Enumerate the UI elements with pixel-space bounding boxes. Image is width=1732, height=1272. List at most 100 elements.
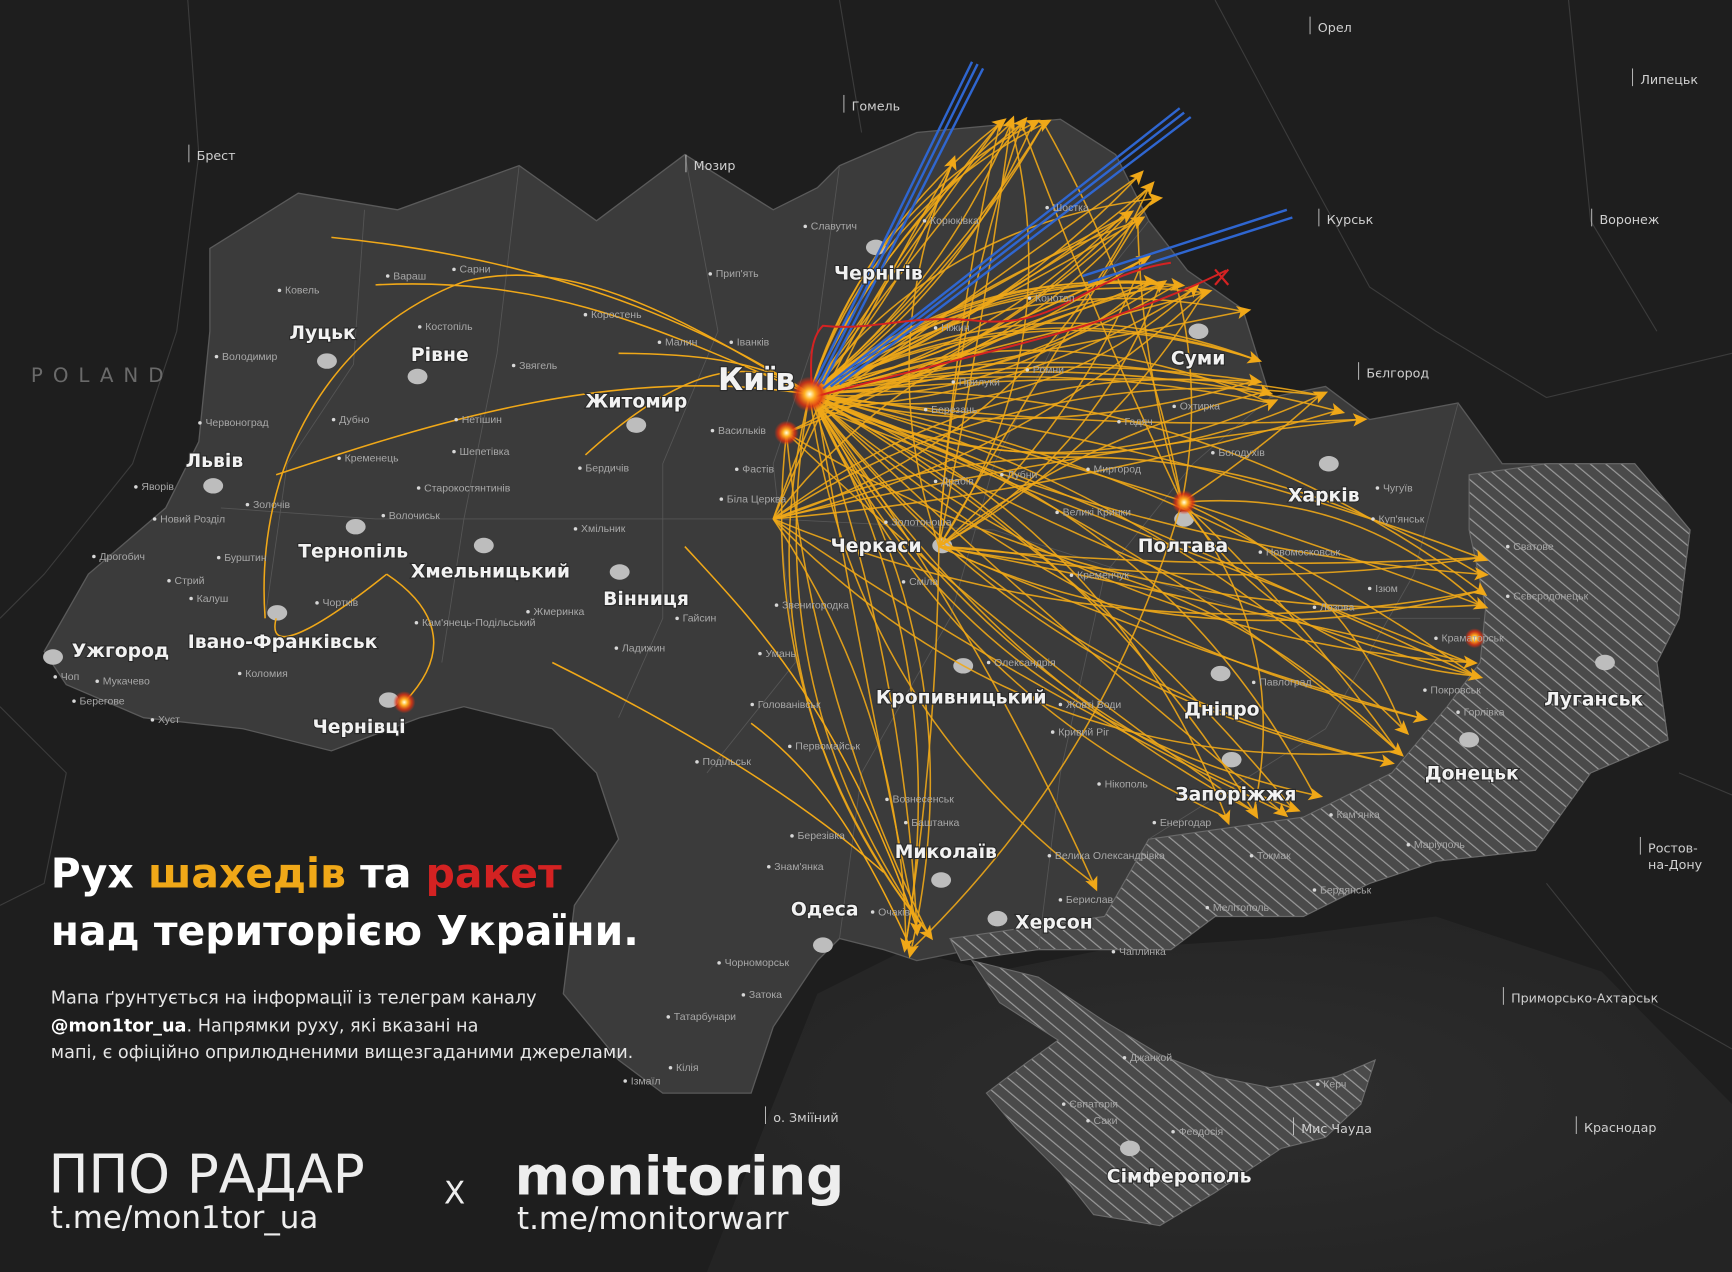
town-label: Голованівськ bbox=[758, 700, 821, 711]
shahed-route-line bbox=[773, 418, 1359, 520]
town-dot-icon bbox=[245, 502, 250, 507]
shahed-route-line bbox=[816, 408, 918, 928]
city-area-shape bbox=[407, 368, 428, 385]
town-label: Ромни bbox=[1033, 365, 1064, 376]
city-label: Чернівці bbox=[313, 717, 406, 738]
shahed-route-line bbox=[684, 546, 918, 928]
town-dot-icon bbox=[277, 288, 282, 293]
town-dot-icon bbox=[933, 326, 938, 330]
city-area-shape bbox=[1210, 665, 1231, 682]
town-dot-icon bbox=[717, 961, 721, 965]
triangle-arrowhead-icon bbox=[1284, 800, 1301, 813]
town-dot-icon bbox=[1000, 473, 1004, 477]
footer-brands: ППО РАДАР t.me/mon1tor_ua X monitoring t… bbox=[49, 1144, 844, 1237]
town-dot-icon bbox=[1047, 853, 1052, 858]
town-dot-icon bbox=[1456, 710, 1460, 714]
town-dot-icon bbox=[452, 449, 456, 454]
city-area-shape bbox=[609, 564, 630, 580]
link-mon1tor-ua[interactable]: t.me/mon1tor_ua bbox=[51, 1200, 319, 1236]
town-label: Конотоп bbox=[1035, 293, 1075, 304]
foreign-city-label: Воронеж bbox=[1599, 212, 1659, 227]
triangle-arrowhead-icon bbox=[1474, 567, 1489, 581]
town-dot-icon bbox=[381, 513, 386, 518]
town-dot-icon bbox=[150, 718, 155, 722]
town-dot-icon bbox=[788, 744, 792, 749]
city-label: Сімферополь bbox=[1107, 1167, 1252, 1188]
missile-route-line bbox=[810, 261, 1172, 396]
explosion-icon bbox=[393, 691, 416, 714]
triangle-arrowhead-icon bbox=[919, 924, 933, 941]
foreign-city-label: Брест bbox=[197, 148, 237, 163]
explosion-icon bbox=[791, 376, 828, 412]
shahed-route-line bbox=[938, 292, 1205, 548]
town-label: Євпаторія bbox=[1069, 1099, 1118, 1110]
city-area-shape bbox=[203, 478, 224, 494]
link-monitorwarr[interactable]: t.me/monitorwarr bbox=[517, 1201, 789, 1237]
town-dot-icon bbox=[216, 555, 221, 560]
town-label: Волочиськ bbox=[389, 511, 440, 522]
shahed-route-line bbox=[809, 393, 1255, 813]
town-label: Звягель bbox=[519, 361, 558, 372]
town-dot-icon bbox=[1329, 813, 1333, 817]
city-label: Вінниця bbox=[603, 589, 689, 610]
town-label: Сватове bbox=[1513, 542, 1554, 553]
foreign-city-label: Бєлгород bbox=[1366, 366, 1429, 381]
town-dot-icon bbox=[1122, 1056, 1127, 1060]
triangle-arrowhead-icon bbox=[909, 921, 924, 937]
city-area-shape bbox=[626, 417, 647, 433]
town-dot-icon bbox=[951, 380, 956, 384]
town-dot-icon bbox=[1027, 296, 1032, 300]
town-label: Ніжин bbox=[941, 323, 970, 334]
town-dot-icon bbox=[198, 421, 202, 425]
ballistic-route-line bbox=[1087, 216, 1293, 284]
town-label: Бурштин bbox=[224, 553, 267, 564]
routes-layer bbox=[263, 61, 1489, 959]
title-block: Рух шахедів та ракет над територією Укра… bbox=[51, 850, 639, 1063]
town-label: Татарбунари bbox=[674, 1011, 736, 1023]
foreign-city-label: Мис Чауда bbox=[1301, 1121, 1372, 1136]
town-label: Лозова bbox=[1320, 603, 1355, 614]
triangle-arrowhead-icon bbox=[900, 937, 914, 953]
triangle-arrowhead-icon bbox=[1463, 655, 1478, 669]
city-area-shape bbox=[987, 910, 1008, 927]
town-dot-icon bbox=[1423, 688, 1427, 692]
city-label: Чернігів bbox=[834, 263, 923, 284]
description-line-2: @mon1tor_ua. Напрямки руху, які вказані … bbox=[51, 1016, 479, 1036]
town-dot-icon bbox=[986, 660, 991, 665]
town-label: Первомайськ bbox=[795, 742, 860, 753]
town-label: Фастів bbox=[742, 465, 774, 476]
city-label: Ужгород bbox=[72, 641, 169, 662]
ballistic-route-line bbox=[1082, 208, 1288, 278]
town-dot-icon bbox=[1211, 450, 1215, 455]
triangle-arrowhead-icon bbox=[1467, 667, 1484, 681]
town-label: Саки bbox=[1094, 1116, 1118, 1127]
shahed-route-line bbox=[809, 123, 1045, 395]
shahed-route-line bbox=[1021, 123, 1183, 503]
shahed-route-line bbox=[817, 407, 1316, 796]
town-dot-icon bbox=[331, 417, 336, 422]
shahed-route-line bbox=[386, 573, 435, 703]
shahed-route-line bbox=[1181, 499, 1481, 606]
missile-route-line bbox=[811, 269, 1227, 399]
town-dot-icon bbox=[1171, 1130, 1175, 1134]
city-area-shape bbox=[1188, 323, 1209, 339]
shahed-route-line bbox=[809, 375, 1271, 404]
triangle-arrowhead-icon bbox=[1247, 373, 1263, 387]
town-label: Велика Олександрівка bbox=[1055, 851, 1165, 862]
city-area-shape bbox=[812, 937, 833, 953]
town-label: Берегове bbox=[80, 696, 125, 707]
title-line-2: над територією України. bbox=[51, 907, 639, 955]
town-dot-icon bbox=[885, 797, 889, 802]
city-area-shape bbox=[267, 605, 288, 621]
city-area-shape bbox=[345, 518, 366, 535]
shahed-route-line bbox=[809, 393, 1476, 677]
country-label-poland: POLAND bbox=[31, 364, 174, 387]
town-dot-icon bbox=[92, 554, 96, 559]
town-label: Прилуки bbox=[959, 377, 1000, 388]
city-area-shape bbox=[1174, 511, 1195, 527]
town-label: Березівка bbox=[798, 831, 846, 842]
town-dot-icon bbox=[933, 479, 938, 484]
town-dot-icon bbox=[708, 272, 713, 276]
shahed-route-line bbox=[551, 661, 885, 873]
town-dot-icon bbox=[729, 340, 734, 345]
